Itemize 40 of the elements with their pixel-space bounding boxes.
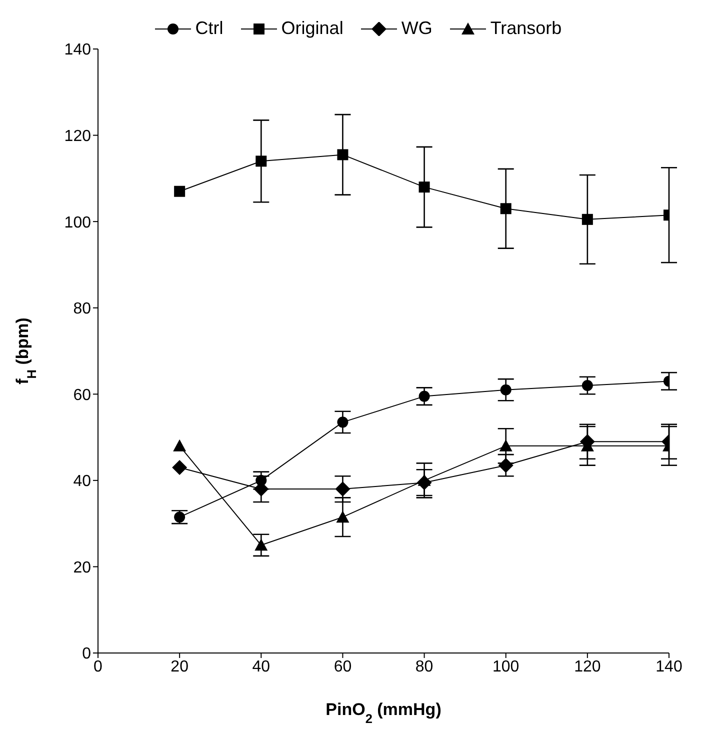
- x-tick-label: 20: [170, 658, 189, 676]
- point: [418, 182, 430, 193]
- point: [173, 439, 186, 452]
- point: [174, 512, 186, 523]
- point: [582, 214, 593, 225]
- point: [582, 380, 593, 392]
- x-tick-label: 120: [574, 658, 601, 676]
- point: [337, 149, 348, 160]
- point: [254, 538, 268, 551]
- y-tick-label: 80: [73, 300, 92, 318]
- point: [174, 186, 186, 197]
- point: [256, 156, 267, 167]
- y-tick-label: 60: [73, 386, 92, 404]
- point: [500, 203, 512, 214]
- y-tick-label: 100: [64, 214, 92, 232]
- point: [498, 458, 514, 473]
- legend-label: WG: [401, 18, 432, 39]
- x-tick-label: 140: [656, 658, 682, 676]
- y-tick-label: 120: [64, 128, 92, 145]
- x-tick-label: 100: [492, 658, 520, 676]
- point: [499, 439, 512, 452]
- x-tick-label: 80: [415, 658, 434, 676]
- legend-label: Ctrl: [195, 18, 224, 39]
- point: [418, 474, 431, 486]
- point: [337, 416, 348, 428]
- point: [335, 482, 350, 497]
- point: [336, 510, 350, 523]
- point: [172, 460, 188, 475]
- y-tick-label: 140: [64, 42, 92, 59]
- y-tick-label: 20: [73, 559, 92, 576]
- point: [418, 390, 430, 402]
- legend-label: Original: [281, 18, 344, 39]
- legend-label: Transorb: [490, 18, 562, 39]
- x-tick-label: 60: [334, 658, 352, 676]
- x-tick-label: 0: [94, 658, 103, 676]
- point: [500, 384, 512, 396]
- y-tick-label: 0: [82, 646, 92, 663]
- x-axis-title: PinO$_{2}$ (mmHg): [326, 700, 442, 726]
- y-tick-label: 40: [73, 473, 92, 490]
- x-tick-label: 40: [252, 658, 270, 676]
